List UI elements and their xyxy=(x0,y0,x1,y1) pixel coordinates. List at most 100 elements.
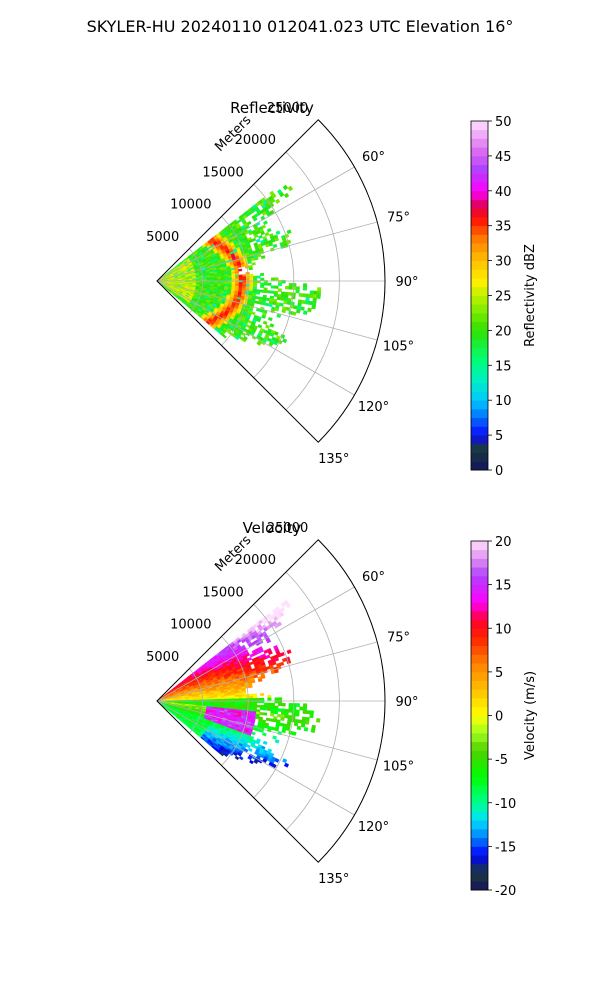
data-cell xyxy=(256,704,261,708)
colorbar-segment xyxy=(471,872,488,882)
data-cell xyxy=(309,710,314,715)
colorbar-label: Velocity (m/s) xyxy=(523,671,538,760)
colorbar-segment xyxy=(471,374,488,384)
colorbar-segment xyxy=(471,855,488,865)
angle-tick-label: 135° xyxy=(318,452,349,467)
grid xyxy=(156,539,386,863)
colorbar-segment xyxy=(471,645,488,655)
data-cell xyxy=(241,332,247,337)
colorbar-segment xyxy=(471,173,488,183)
data-cell xyxy=(275,230,281,236)
colorbar-segment xyxy=(471,715,488,725)
data-cell xyxy=(274,669,279,674)
data-cell xyxy=(253,256,259,261)
data-cell xyxy=(260,697,265,701)
data-cell xyxy=(241,337,247,343)
colorbar-segment xyxy=(471,382,488,392)
reflectivity-colorbar: 0 5 10 15 20 25 30 35 40 45 50 Reflectivity dBZ xyxy=(470,115,538,479)
colorbar-segment xyxy=(471,304,488,314)
data-cell xyxy=(282,184,289,191)
range-tick-label: 25000 xyxy=(267,101,308,116)
colorbar-segment xyxy=(471,330,488,340)
data-cell xyxy=(316,294,321,299)
colorbar-segment xyxy=(471,837,488,847)
data-cell xyxy=(247,657,253,662)
range-tick-label: 25000 xyxy=(267,521,308,536)
angle-tick-label: 90° xyxy=(395,275,418,290)
data-cell xyxy=(262,320,268,325)
colorbar-segment xyxy=(471,225,488,235)
angle-tick-label: 120° xyxy=(358,820,389,835)
colorbar-tick-label: 35 xyxy=(495,220,512,235)
data-cell xyxy=(302,293,307,298)
data-cell xyxy=(277,713,282,718)
colorbar-segment xyxy=(471,785,488,795)
colorbar-segment xyxy=(471,881,488,891)
colorbar-segment xyxy=(471,251,488,261)
data-cell xyxy=(231,276,236,280)
colorbar-tick-label: 15 xyxy=(495,359,512,374)
data-cell xyxy=(238,276,243,279)
colorbar-segment xyxy=(471,243,488,253)
data-cell xyxy=(271,277,276,281)
data-cell xyxy=(295,712,300,717)
reflectivity-panel: Reflectivity500010000150002000025000Mete… xyxy=(146,99,418,467)
data-cell xyxy=(299,706,304,711)
data-cell xyxy=(256,275,261,279)
data-cell xyxy=(235,278,240,281)
data-cell xyxy=(264,231,270,237)
colorbar-segment xyxy=(471,147,488,157)
data-cell xyxy=(278,697,283,701)
data-cell xyxy=(259,707,265,711)
colorbar-segment xyxy=(471,295,488,305)
data-cell xyxy=(253,277,258,281)
colorbar-segment xyxy=(471,339,488,349)
data-cell xyxy=(269,323,275,328)
data-cell xyxy=(288,292,293,296)
data-cell xyxy=(262,740,268,745)
data-cell xyxy=(288,283,293,287)
colorbar-segment xyxy=(471,811,488,821)
data-cell xyxy=(316,290,322,296)
colorbar-segment xyxy=(471,619,488,629)
colorbar-tick-label: 25 xyxy=(495,290,512,305)
colorbar-segment xyxy=(471,698,488,708)
colorbar-segment xyxy=(471,732,488,743)
data-cell xyxy=(267,316,273,322)
data-cell xyxy=(274,285,279,289)
figure-title: SKYLER-HU 20240110 012041.023 UTC Elevat… xyxy=(87,17,514,36)
colorbar-segment xyxy=(471,208,488,218)
data-cell xyxy=(249,759,254,765)
data-cell xyxy=(238,755,244,761)
colorbar-segment xyxy=(471,767,488,777)
colorbar-segment xyxy=(471,347,488,357)
data-cell xyxy=(276,296,282,301)
data-cell xyxy=(251,237,257,242)
colorbar-segment xyxy=(471,452,488,462)
range-tick-label: 20000 xyxy=(235,133,276,148)
colorbar-segment xyxy=(471,636,488,647)
data-cell xyxy=(247,747,253,753)
colorbar-segment xyxy=(471,575,488,586)
data-cell xyxy=(249,278,254,281)
data-cell xyxy=(231,696,236,700)
data-cell xyxy=(267,694,272,699)
data-cell xyxy=(238,278,243,281)
colorbar-segment xyxy=(471,260,488,270)
colorbar-segment xyxy=(471,182,488,192)
angle-tick-label: 75° xyxy=(387,210,410,225)
data-cell xyxy=(228,698,233,701)
data-cell xyxy=(235,282,240,285)
data-cell xyxy=(291,709,297,714)
data-cell xyxy=(253,282,258,286)
colorbar-segment xyxy=(471,759,488,769)
data-cell xyxy=(238,696,243,699)
colorbar-segment xyxy=(471,391,488,401)
data-cell xyxy=(277,708,282,712)
data-cell xyxy=(281,703,286,707)
colorbar-segment xyxy=(471,129,488,139)
data-cell xyxy=(286,229,292,235)
data-cell xyxy=(238,268,243,272)
colorbar-segment xyxy=(471,776,488,786)
data-cell xyxy=(292,706,297,710)
